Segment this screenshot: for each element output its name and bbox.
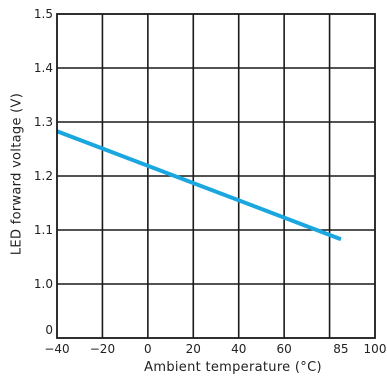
x-tick-label: −20 [90, 342, 115, 356]
plot-frame [56, 13, 376, 339]
series-layer [56, 129, 342, 242]
y-axis-title: LED forward voltage (V) [10, 93, 25, 255]
y-tick-label: 1.0 [34, 277, 53, 291]
y-tick-label: 1.5 [34, 7, 53, 21]
x-tick-label: 20 [186, 342, 201, 356]
x-tick-label: 100 [364, 342, 387, 356]
x-tick-label: −40 [44, 342, 69, 356]
x-tick-labels: −40 −20 0 20 40 60 85 100 [44, 342, 386, 356]
series-line [56, 129, 342, 242]
x-axis-title: Ambient temperature (°C) [144, 360, 322, 375]
x-tick-label: 40 [231, 342, 246, 356]
x-tick-label: 0 [144, 342, 152, 356]
y-tick-label: 0 [45, 323, 53, 337]
x-tick-label: 60 [277, 342, 292, 356]
x-tick-label: 85 [333, 342, 348, 356]
y-tick-label: 1.2 [34, 169, 53, 183]
y-tick-labels: 0 1.0 1.1 1.2 1.3 1.4 1.5 [34, 7, 53, 337]
y-tick-label: 1.1 [34, 223, 53, 237]
y-tick-label: 1.4 [34, 61, 53, 75]
grid [57, 14, 375, 338]
y-tick-label: 1.3 [34, 115, 53, 129]
